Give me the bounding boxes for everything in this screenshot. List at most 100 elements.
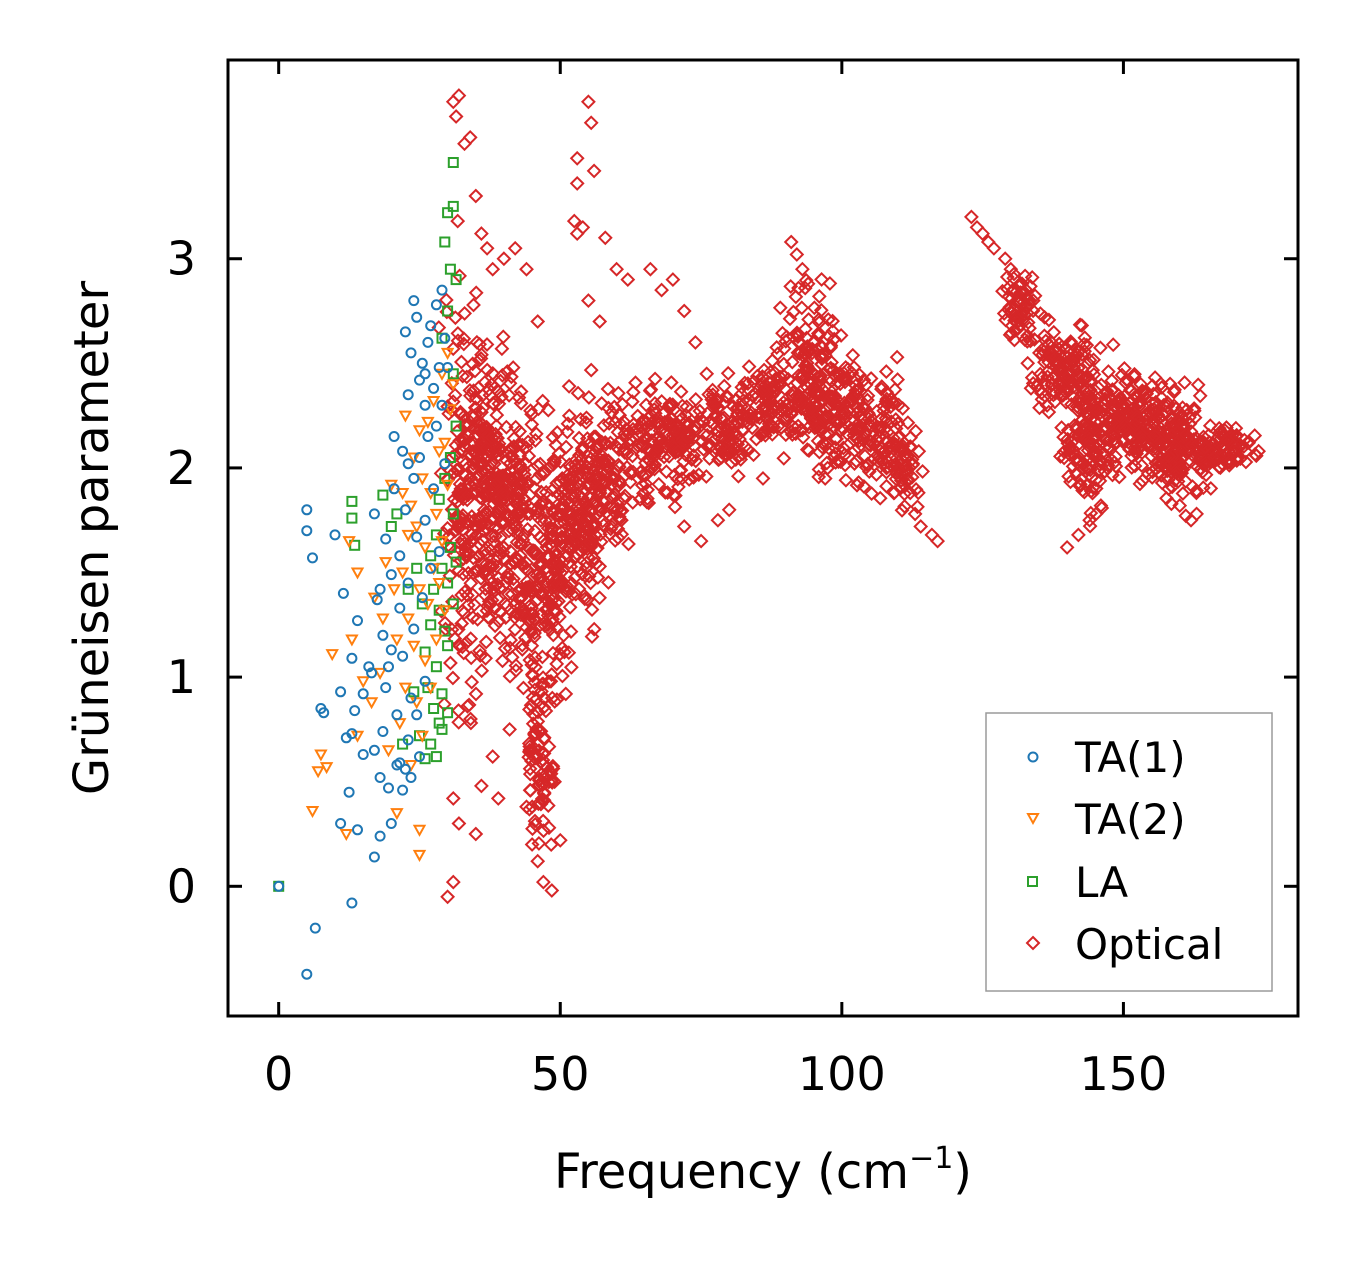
data-point-optical [864, 486, 880, 502]
data-point-optical [463, 711, 478, 727]
data-point-optical [478, 650, 494, 666]
data-point-optical [890, 372, 906, 388]
data-point-optical [478, 440, 494, 456]
data-point-optical [454, 616, 470, 631]
data-point-optical [897, 498, 913, 514]
data-point-optical [533, 754, 549, 770]
data-point-optical [473, 351, 489, 366]
data-point-optical [611, 459, 627, 475]
data-point-optical [643, 382, 659, 397]
data-point-optical [547, 774, 563, 790]
data-point-optical [875, 427, 891, 442]
data-point-optical [793, 369, 809, 385]
data-point-optical [1148, 394, 1164, 410]
data-point-optical [494, 389, 509, 405]
data-point-optical [724, 414, 740, 430]
data-point-ta1 [402, 389, 414, 401]
data-point-optical [436, 696, 452, 712]
data-point-optical [468, 400, 484, 416]
data-point-ta2 [418, 655, 432, 668]
data-point-optical [594, 464, 610, 480]
data-point-optical [817, 411, 833, 426]
data-point-optical [1041, 354, 1057, 370]
data-point-optical [831, 454, 846, 470]
data-point-ta2 [319, 762, 334, 775]
data-point-optical [796, 348, 811, 364]
data-point-optical [550, 576, 566, 592]
data-point-optical [475, 417, 490, 433]
data-point-ta1 [329, 529, 341, 541]
data-point-la [447, 508, 459, 520]
data-point-optical [554, 640, 570, 656]
data-point-optical [1151, 410, 1167, 426]
data-point-optical [874, 379, 890, 395]
data-point-optical [490, 570, 506, 586]
data-point-optical [625, 448, 640, 464]
data-point-ta1 [368, 851, 380, 863]
data-point-optical [1077, 330, 1093, 346]
data-point-optical [468, 188, 484, 204]
data-point-optical [997, 251, 1013, 267]
data-point-optical [617, 488, 633, 504]
data-point-ta1 [399, 326, 411, 338]
data-point-optical [1124, 438, 1140, 454]
data-point-ta2 [305, 806, 320, 819]
data-point-optical [456, 331, 472, 347]
data-point-la [442, 707, 454, 719]
data-point-optical [451, 703, 466, 718]
data-point-optical [1154, 390, 1170, 406]
data-point-optical [453, 483, 469, 499]
data-point-ta2 [350, 567, 365, 580]
data-point-optical [1037, 309, 1053, 325]
data-point-optical [455, 466, 471, 482]
data-point-optical [1020, 315, 1036, 330]
data-point-optical [654, 282, 670, 298]
data-point-optical [546, 452, 562, 468]
data-point-optical [827, 440, 843, 455]
data-point-optical [1163, 496, 1179, 512]
data-point-optical [514, 637, 530, 653]
data-point-optical [532, 556, 548, 572]
data-point-la [428, 583, 440, 595]
data-point-optical [913, 519, 929, 534]
data-point-la [402, 583, 414, 595]
data-point-optical [811, 311, 827, 327]
data-point-optical [479, 240, 495, 256]
data-point-optical [825, 323, 841, 339]
data-point-optical [1127, 366, 1142, 382]
data-point-optical [1219, 433, 1235, 449]
data-point-optical [596, 494, 612, 510]
data-point-optical [563, 559, 579, 575]
data-point-optical [670, 444, 686, 459]
data-point-optical [532, 456, 548, 472]
data-point-optical [735, 423, 751, 439]
data-point-optical [495, 539, 511, 555]
data-point-optical [547, 693, 563, 709]
data-point-optical [836, 371, 852, 387]
data-point-ta2 [342, 536, 356, 549]
data-point-optical [550, 558, 566, 574]
data-point-ta1 [416, 357, 428, 369]
data-point-optical [540, 549, 556, 565]
data-point-optical [562, 495, 578, 511]
data-point-optical [1088, 450, 1104, 466]
data-point-optical [1079, 382, 1095, 398]
data-point-optical [770, 418, 786, 434]
data-point-optical [1084, 394, 1100, 410]
data-point-optical [519, 799, 534, 815]
data-point-optical [478, 634, 494, 650]
data-point-ta1 [436, 284, 448, 296]
data-point-ta1 [439, 332, 451, 344]
data-point-optical [812, 348, 828, 364]
data-point-optical [1025, 375, 1041, 391]
data-point-ta2 [398, 410, 413, 423]
data-point-optical [814, 356, 830, 372]
data-point-ta1 [425, 320, 437, 332]
data-point-la [447, 200, 459, 212]
data-point-optical [746, 447, 761, 463]
data-point-optical [530, 704, 546, 720]
data-point-ta2 [432, 446, 446, 459]
data-point-ta2 [421, 598, 435, 611]
data-point-optical [755, 383, 771, 399]
data-point-optical [1133, 376, 1149, 392]
